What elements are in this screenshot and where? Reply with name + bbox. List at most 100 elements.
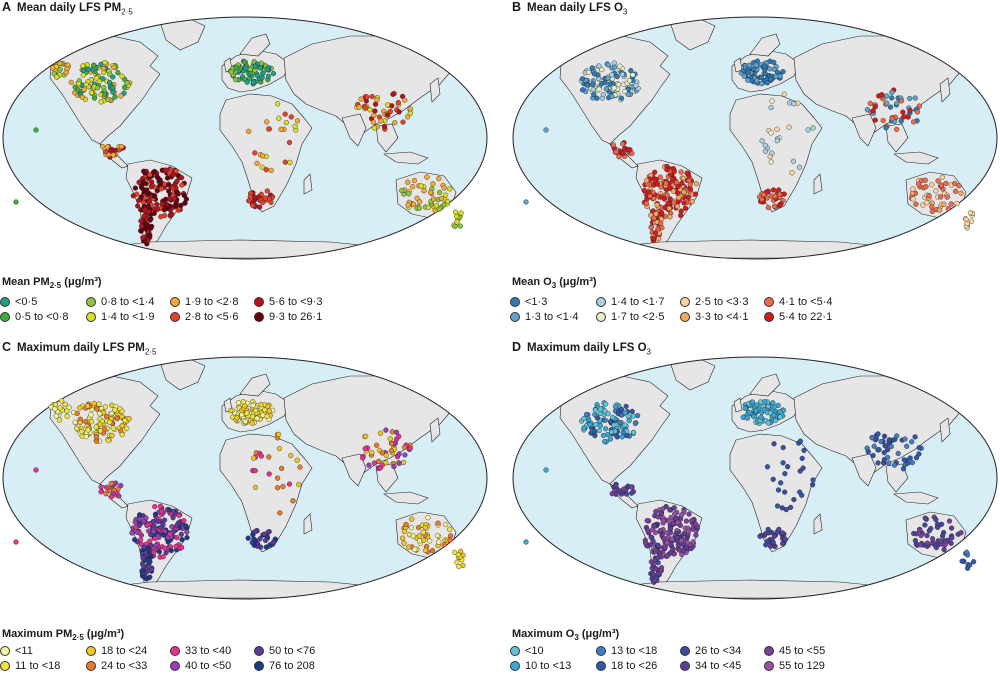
station-point (75, 80, 82, 87)
station-point (416, 205, 422, 211)
station-point (768, 159, 774, 165)
station-point (145, 522, 151, 528)
land-scandinavia (239, 373, 271, 397)
station-point (646, 189, 652, 195)
station-point (56, 417, 63, 423)
station-point (252, 63, 258, 69)
station-point (147, 217, 153, 223)
legend-item: 1·9 to <2·8 (170, 294, 248, 309)
legend-item: <10 (510, 643, 590, 658)
station-points (13, 398, 466, 582)
station-point (765, 526, 771, 533)
station-point (130, 193, 136, 199)
station-point (770, 400, 776, 406)
station-point (138, 228, 144, 234)
station-point (103, 149, 109, 155)
station-point (108, 148, 114, 154)
station-point (762, 63, 768, 69)
station-point (93, 438, 100, 444)
station-point (942, 542, 948, 548)
station-point (88, 89, 95, 96)
station-point (147, 172, 153, 178)
station-point (154, 174, 160, 180)
station-point (425, 204, 432, 211)
station-point (369, 449, 375, 456)
station-point (421, 188, 427, 194)
station-point (687, 181, 693, 188)
station-point (607, 419, 614, 425)
station-point (80, 72, 86, 78)
station-point (884, 93, 890, 99)
station-point (179, 175, 185, 181)
station-point (407, 445, 414, 451)
station-point (669, 536, 675, 542)
station-point (878, 438, 884, 445)
station-point (151, 549, 157, 556)
station-point (103, 484, 110, 491)
station-point (265, 403, 271, 410)
station-point (797, 438, 804, 444)
panel-a: A Mean daily LFS PM2·5 Mean PM2·5 (μg/m³)… (0, 0, 490, 336)
station-point (169, 211, 175, 217)
station-point (777, 191, 783, 197)
station-point (33, 127, 39, 133)
station-point (681, 200, 687, 206)
station-point (286, 139, 293, 146)
station-point (416, 533, 422, 539)
station-point (686, 528, 692, 535)
station-point (294, 457, 300, 463)
legend-unit: (μg/m³) (61, 276, 102, 288)
station-point (184, 535, 190, 541)
station-point (164, 175, 171, 181)
station-point (675, 519, 681, 526)
station-point (912, 434, 918, 440)
station-point (628, 490, 635, 496)
station-point (250, 402, 256, 409)
station-point (171, 196, 177, 202)
station-point (652, 530, 659, 536)
station-point (614, 73, 620, 80)
legend-swatch (680, 296, 690, 307)
station-point (788, 504, 794, 511)
map-border (2, 356, 488, 600)
station-point (395, 99, 401, 106)
station-point (689, 198, 695, 205)
station-point (149, 179, 155, 185)
station-point (96, 401, 102, 407)
station-point (687, 186, 694, 192)
station-point (90, 67, 96, 73)
station-point (370, 119, 377, 125)
station-point (678, 538, 685, 544)
station-point (609, 93, 615, 100)
legend-swatch (680, 660, 690, 671)
station-point (83, 81, 89, 88)
station-point (780, 530, 786, 536)
station-point (259, 164, 265, 170)
station-point (922, 522, 928, 528)
station-point (613, 149, 619, 155)
station-point (900, 109, 906, 115)
station-point (619, 141, 626, 147)
station-point (881, 450, 887, 456)
station-point (579, 87, 586, 93)
station-point (938, 194, 944, 200)
station-point (111, 64, 117, 71)
station-point (119, 431, 125, 438)
legend-label: 1·3 to <1·4 (525, 310, 579, 323)
station-point (265, 529, 271, 535)
station-point (587, 421, 593, 428)
station-point (948, 201, 954, 207)
station-point (667, 196, 673, 202)
station-point (160, 554, 166, 560)
station-point (266, 126, 273, 132)
station-point (137, 512, 143, 518)
station-point (686, 511, 692, 517)
station-point (767, 66, 773, 72)
station-point (425, 515, 431, 521)
station-point (596, 86, 602, 92)
station-point (888, 443, 894, 450)
legend-item: 5·6 to <9·3 (254, 294, 364, 309)
station-point (968, 218, 975, 224)
station-point (870, 108, 876, 114)
station-point (655, 542, 661, 549)
